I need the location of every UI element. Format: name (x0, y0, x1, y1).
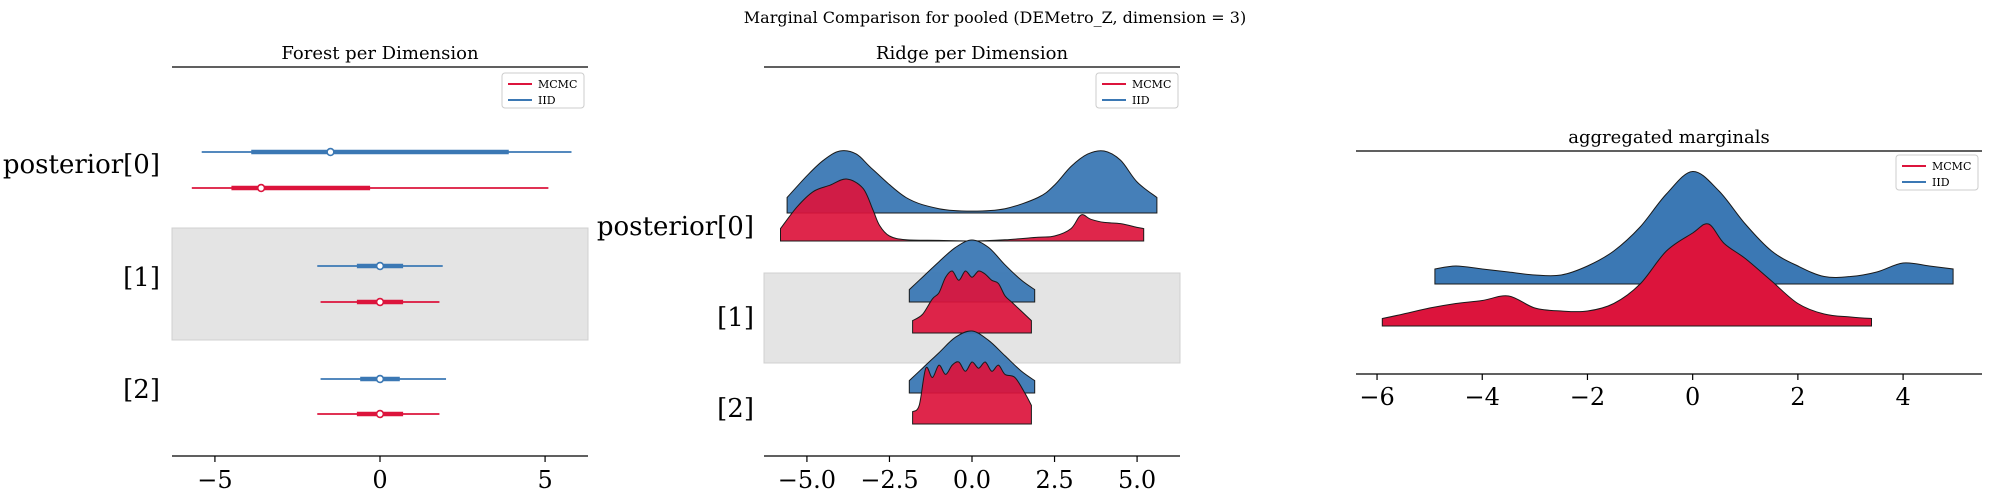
legend-label: MCMC (1932, 160, 1971, 173)
ridge-density-iid (786, 150, 1158, 214)
x-tick-label: −5.0 (778, 466, 836, 494)
x-tick-label: 4 (1895, 383, 1910, 411)
row-label: [2] (123, 375, 160, 405)
x-tick-label: 0 (372, 466, 387, 494)
x-tick-label: −2 (1570, 383, 1605, 411)
legend-label: IID (1132, 94, 1150, 107)
median-point-iid (375, 261, 385, 271)
row-label: posterior[0] (597, 212, 754, 242)
x-tick-label: −5 (197, 466, 232, 494)
x-tick-label: 2.5 (1035, 466, 1073, 494)
x-tick-label: 0 (1685, 383, 1700, 411)
x-tick-label: 5.0 (1118, 466, 1156, 494)
median-point-mcmc (375, 409, 385, 419)
ridge-density-mcmc (912, 270, 1032, 334)
panel-title: Ridge per Dimension (876, 43, 1069, 64)
aggregated-density-iid (1434, 170, 1954, 285)
figure-suptitle: Marginal Comparison for pooled (DEMetro_… (744, 8, 1246, 27)
ridge-density-iid (908, 239, 1036, 303)
x-tick-label: −2.5 (860, 466, 918, 494)
panel-title: aggregated marginals (1568, 127, 1769, 148)
median-point-iid (326, 147, 335, 157)
median-point-mcmc (256, 183, 266, 193)
legend-label: IID (538, 94, 556, 107)
forest-panel: Forest per Dimension −5 0 5 MCMC IID posterior… (3, 43, 589, 494)
highlight-band (171, 227, 589, 341)
row-label: [1] (717, 303, 754, 333)
aggregated-panel: aggregated marginals −6 −4 −2 0 2 4 MCMC IID (1356, 127, 1982, 411)
row-label: [1] (123, 263, 160, 293)
row-label: posterior[0] (3, 150, 160, 180)
x-tick-label: 0.0 (953, 466, 991, 494)
x-tick-label: −4 (1465, 383, 1500, 411)
legend-label: IID (1932, 176, 1950, 189)
panel-title: Forest per Dimension (281, 43, 479, 64)
legend-label: MCMC (1132, 78, 1171, 91)
ridge-panel: Ridge per Dimension −5.0 −2.5 0.0 2.5 5.0 MCMC… (597, 43, 1181, 494)
ridge-density-mcmc (780, 178, 1145, 242)
median-point-iid (375, 374, 385, 384)
x-tick-label: 2 (1790, 383, 1805, 411)
x-tick-label: 5 (537, 466, 552, 494)
median-point-mcmc (375, 297, 385, 307)
x-tick-label: −6 (1359, 383, 1394, 411)
legend-label: MCMC (538, 78, 577, 91)
row-label: [2] (717, 394, 754, 424)
aggregated-density-mcmc (1381, 223, 1872, 327)
ridge-density-mcmc (912, 361, 1032, 425)
